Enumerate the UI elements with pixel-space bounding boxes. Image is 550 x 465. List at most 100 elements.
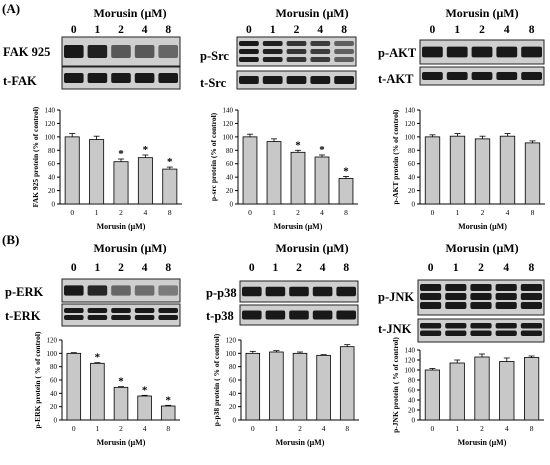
significance-star: *: [167, 156, 173, 168]
blot-band: [111, 308, 131, 313]
blot-band: [445, 302, 467, 309]
y-tick-label: 0: [230, 201, 234, 209]
blot-band: [496, 46, 518, 58]
blot-band: [134, 315, 155, 320]
x-tick-label: 0: [72, 424, 76, 433]
y-tick-label: 40: [408, 397, 416, 405]
blot-band: [262, 57, 283, 62]
blot-band: [262, 75, 283, 85]
blot-band: [158, 308, 178, 313]
blot-band: [64, 44, 84, 59]
bar: [449, 135, 466, 205]
y-tick-label: 60: [226, 160, 234, 168]
lane-label: 0: [430, 24, 436, 36]
x-tick-label: 2: [296, 208, 300, 217]
bar: [66, 352, 82, 421]
blot-header: Morusin (μM): [275, 6, 348, 20]
blot-label: p-p38: [206, 286, 237, 300]
blot-band: [87, 308, 108, 313]
bar: [314, 156, 330, 205]
y-axis-label: p-ERK protein ( % of control): [33, 331, 42, 429]
blot-band: [289, 286, 309, 297]
significance-star: *: [118, 148, 124, 160]
y-tick-label: 0: [412, 201, 416, 209]
blot-band: [312, 310, 333, 320]
bar: [266, 141, 282, 205]
lane-label: 4: [142, 262, 148, 274]
blot-band: [520, 284, 542, 291]
lane-label: 8: [341, 24, 347, 36]
blot-label: FAK 925: [3, 45, 50, 59]
blot-band: [470, 293, 492, 300]
blot-header: Morusin (μM): [445, 6, 518, 20]
y-axis-label: p-JNK protein ( % of control): [391, 337, 400, 433]
blot-band: [286, 57, 307, 62]
bar: [90, 362, 105, 421]
x-tick-label: 2: [119, 208, 123, 217]
lane-label: 4: [142, 24, 148, 36]
blot-band: [445, 284, 467, 291]
blot-band: [87, 73, 108, 83]
x-tick-label: 2: [481, 208, 485, 217]
lane-label: 0: [71, 262, 77, 274]
panel-6: Morusin (μM)0 1 2 4 8p-JNKt-JNK0204060801001…: [378, 241, 545, 447]
blot-band: [520, 302, 542, 309]
significance-star: *: [295, 139, 301, 151]
bar: [424, 369, 440, 421]
x-axis-label: Morusin (μM): [458, 222, 507, 231]
y-tick-label: 20: [229, 403, 237, 411]
y-tick-label: 0: [54, 417, 58, 425]
blot-band: [242, 310, 262, 320]
panel-label-b: (B): [2, 232, 20, 247]
blot-band: [334, 57, 354, 62]
bar: [113, 161, 129, 205]
bar: [245, 352, 261, 421]
bar: [338, 178, 354, 205]
blot-band: [111, 285, 131, 296]
x-axis-label: Morusin (μM): [97, 222, 146, 231]
blot-band: [521, 46, 542, 58]
blot-band: [470, 302, 492, 309]
x-tick-label: 1: [455, 424, 459, 433]
y-tick-label: 120: [47, 337, 58, 345]
x-tick-label: 2: [480, 424, 484, 433]
x-tick-label: 8: [344, 208, 348, 217]
x-tick-label: 0: [248, 208, 252, 217]
blot-label: p-ERK: [5, 285, 43, 299]
bar: [292, 352, 308, 421]
lane-label: 2: [294, 24, 300, 36]
blot-band: [334, 75, 354, 85]
y-tick-label: 20: [50, 403, 58, 411]
bar: [137, 395, 152, 421]
blot-label: t-p38: [206, 309, 234, 323]
significance-star: *: [143, 144, 149, 156]
y-tick-label: 80: [229, 363, 237, 371]
x-tick-label: 8: [166, 424, 170, 433]
blot-band: [64, 308, 84, 313]
blot-band: [471, 46, 493, 58]
y-tick-label: 40: [48, 174, 56, 182]
x-tick-label: 1: [275, 424, 279, 433]
y-tick-label: 100: [405, 133, 416, 141]
x-tick-label: 0: [431, 208, 435, 217]
blot-band: [64, 73, 84, 83]
y-tick-label: 60: [408, 160, 416, 168]
blot-label: p-AKT: [378, 46, 417, 60]
lane-label: 2: [479, 24, 485, 36]
y-tick-label: 60: [48, 160, 56, 168]
panel-label-a: (A): [2, 1, 21, 16]
x-tick-label: 4: [505, 424, 509, 433]
y-tick-label: 60: [50, 377, 58, 385]
bar: [137, 157, 153, 205]
bar: [524, 357, 540, 421]
blot-band: [239, 49, 259, 54]
y-tick-label: 100: [405, 367, 416, 375]
x-tick-label: 4: [144, 208, 148, 217]
blot-band: [422, 71, 443, 81]
y-tick-label: 80: [48, 147, 56, 155]
y-tick-label: 100: [226, 350, 237, 358]
y-tick-label: 80: [50, 363, 58, 371]
y-tick-label: 40: [226, 174, 234, 182]
lane-label: 4: [504, 24, 510, 36]
